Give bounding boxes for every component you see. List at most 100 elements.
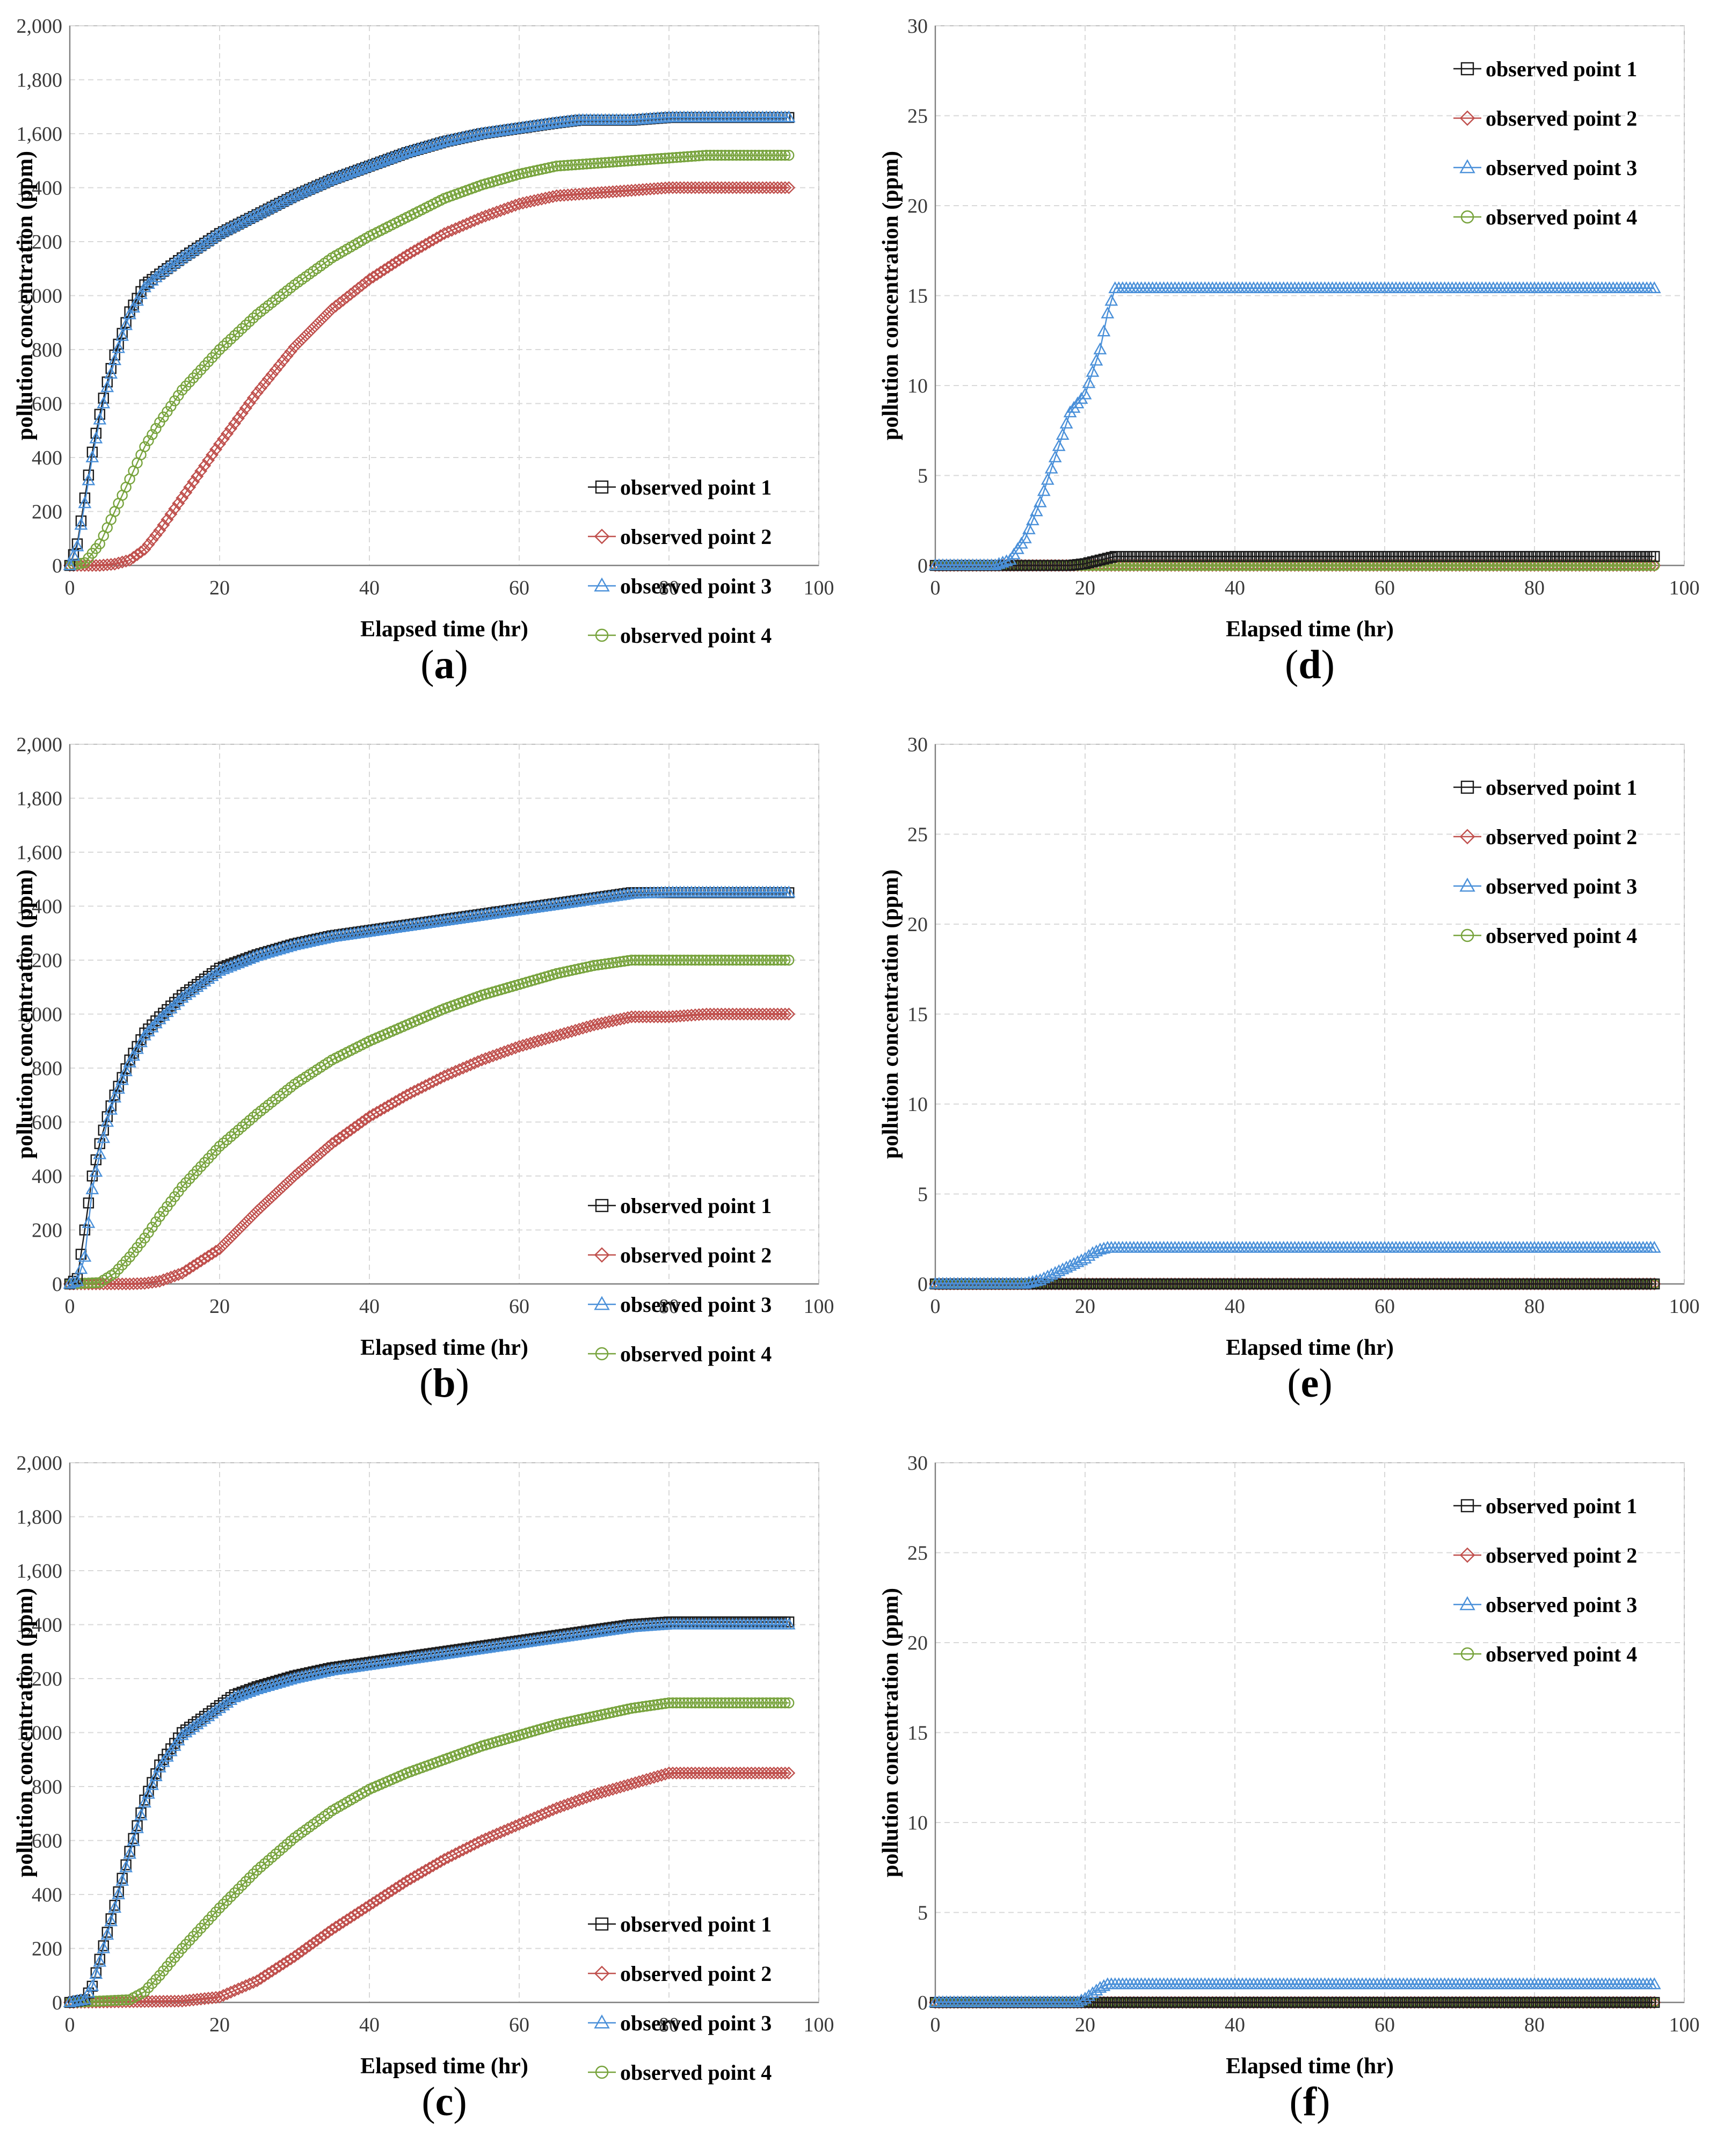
data-point xyxy=(772,1697,783,1709)
data-point xyxy=(1398,560,1409,571)
data-point xyxy=(147,1019,158,1030)
data-point xyxy=(337,293,350,307)
data-point xyxy=(734,954,746,966)
x-axis-title: Elapsed time (hr) xyxy=(1226,2054,1394,2079)
data-point xyxy=(1502,560,1514,571)
data-point xyxy=(753,150,765,161)
data-point xyxy=(610,1781,623,1795)
y-tick-label: 20 xyxy=(907,913,928,936)
data-point xyxy=(697,1697,708,1709)
data-point xyxy=(120,1255,132,1267)
data-point xyxy=(164,1271,178,1284)
data-point xyxy=(255,306,266,317)
data-point xyxy=(154,417,165,428)
data-point xyxy=(266,1852,278,1863)
data-point xyxy=(753,1697,765,1709)
data-point xyxy=(146,533,159,547)
data-point xyxy=(299,935,312,948)
data-point xyxy=(636,1774,650,1787)
data-point xyxy=(198,1252,212,1265)
data-point xyxy=(160,1005,174,1017)
data-point xyxy=(782,1617,796,1630)
data-point xyxy=(599,1784,612,1798)
data-point xyxy=(561,1797,574,1811)
x-axis-title: Elapsed time (hr) xyxy=(1226,1335,1394,1360)
data-point xyxy=(285,1081,296,1093)
y-tick-label: 5 xyxy=(918,1902,928,1925)
data-point xyxy=(588,158,600,169)
data-point xyxy=(483,208,496,221)
data-point xyxy=(143,435,154,446)
caption-letter: e xyxy=(1300,1361,1319,1406)
data-point xyxy=(130,1821,144,1833)
caption-letter: f xyxy=(1303,2079,1317,2124)
data-point xyxy=(149,1275,163,1289)
data-point xyxy=(656,153,667,164)
data-point xyxy=(1041,473,1054,485)
data-point xyxy=(273,359,286,372)
data-point xyxy=(138,542,151,556)
data-point xyxy=(449,132,462,144)
data-point xyxy=(637,1701,649,1712)
legend-marker xyxy=(1459,877,1475,892)
data-point xyxy=(98,1995,109,2007)
y-tick-label: 600 xyxy=(32,393,62,416)
data-point xyxy=(731,150,742,161)
data-point xyxy=(1465,560,1477,571)
data-point xyxy=(558,966,570,978)
data-point xyxy=(172,497,185,510)
data-point xyxy=(130,1042,144,1054)
data-point xyxy=(768,1697,780,1709)
data-point xyxy=(292,1671,305,1683)
data-point xyxy=(285,282,296,294)
data-point xyxy=(258,1969,271,1983)
data-point xyxy=(719,954,731,966)
data-point xyxy=(134,287,148,299)
data-point xyxy=(143,1227,154,1238)
data-point xyxy=(1267,560,1278,571)
y-tick-label: 15 xyxy=(907,1722,928,1745)
data-point xyxy=(134,545,148,558)
data-point xyxy=(221,1894,233,1906)
data-point xyxy=(295,1163,309,1176)
data-point xyxy=(611,956,622,968)
data-point xyxy=(359,1901,373,1914)
data-point xyxy=(689,954,701,966)
data-point xyxy=(546,190,559,204)
data-point xyxy=(591,1018,605,1031)
data-point xyxy=(1401,560,1413,571)
gridlines xyxy=(935,744,1685,1284)
data-point xyxy=(527,194,541,207)
data-point xyxy=(505,200,519,213)
data-point xyxy=(1540,560,1552,571)
data-point xyxy=(603,957,615,969)
data-point xyxy=(467,128,481,140)
data-point xyxy=(782,1007,796,1021)
data-point xyxy=(119,1064,133,1077)
x-tick-label: 40 xyxy=(1225,2014,1245,2036)
data-point xyxy=(112,556,125,570)
data-point xyxy=(303,1939,316,1952)
y-tick-label: 30 xyxy=(907,15,928,38)
data-point xyxy=(525,166,536,178)
y-tick-label: 30 xyxy=(907,734,928,756)
data-point xyxy=(322,306,335,320)
data-point xyxy=(389,1882,402,1895)
data-point xyxy=(120,317,132,328)
data-point xyxy=(550,1802,563,1815)
y-tick-label: 1,800 xyxy=(17,1506,63,1529)
data-point xyxy=(370,268,383,281)
data-point xyxy=(206,1149,218,1160)
data-point xyxy=(1102,553,1114,564)
data-point xyxy=(1094,554,1106,566)
data-point xyxy=(259,1102,270,1114)
data-point xyxy=(177,1181,188,1193)
y-tick-label: 0 xyxy=(918,1992,928,2014)
data-point xyxy=(1551,560,1563,571)
x-axis-title: Elapsed time (hr) xyxy=(360,1335,528,1360)
data-point xyxy=(614,1013,627,1026)
data-point xyxy=(569,1795,582,1808)
data-point xyxy=(723,1697,734,1709)
data-point xyxy=(142,538,155,551)
